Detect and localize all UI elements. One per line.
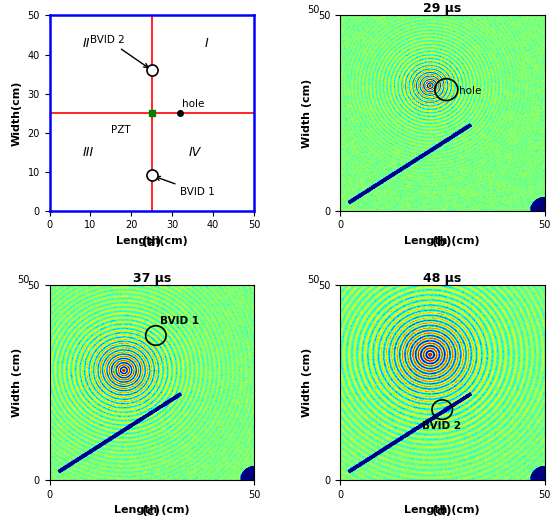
Title: 29 μs: 29 μs [423, 3, 461, 15]
Text: 50: 50 [307, 6, 320, 15]
Title: 37 μs: 37 μs [133, 272, 171, 285]
Text: BVID 1: BVID 1 [160, 316, 199, 326]
X-axis label: Length (cm): Length (cm) [404, 236, 480, 246]
Text: (a): (a) [142, 236, 162, 249]
Text: III: III [82, 146, 94, 159]
Text: 50: 50 [16, 275, 29, 285]
X-axis label: Length (cm): Length (cm) [114, 505, 190, 515]
Text: BVID 2: BVID 2 [90, 35, 148, 68]
Text: II: II [82, 37, 90, 50]
Text: I: I [205, 37, 208, 50]
Text: (b): (b) [432, 236, 453, 249]
Y-axis label: Width (cm): Width (cm) [302, 78, 312, 148]
Text: 50: 50 [307, 275, 320, 285]
Text: (c): (c) [142, 505, 161, 516]
X-axis label: Length(cm): Length(cm) [116, 236, 188, 246]
Text: IV: IV [189, 146, 201, 159]
Text: PZT: PZT [111, 124, 130, 135]
Text: hole: hole [459, 86, 481, 95]
Text: (d): (d) [432, 505, 453, 516]
Title: 48 μs: 48 μs [423, 272, 461, 285]
Y-axis label: Width (cm): Width (cm) [302, 348, 312, 417]
X-axis label: Length (cm): Length (cm) [404, 505, 480, 515]
Y-axis label: Width (cm): Width (cm) [12, 348, 22, 417]
Text: BVID 2: BVID 2 [422, 421, 461, 431]
Text: BVID 1: BVID 1 [156, 176, 215, 197]
Y-axis label: Width(cm): Width(cm) [12, 80, 22, 146]
Text: hole: hole [183, 99, 205, 109]
